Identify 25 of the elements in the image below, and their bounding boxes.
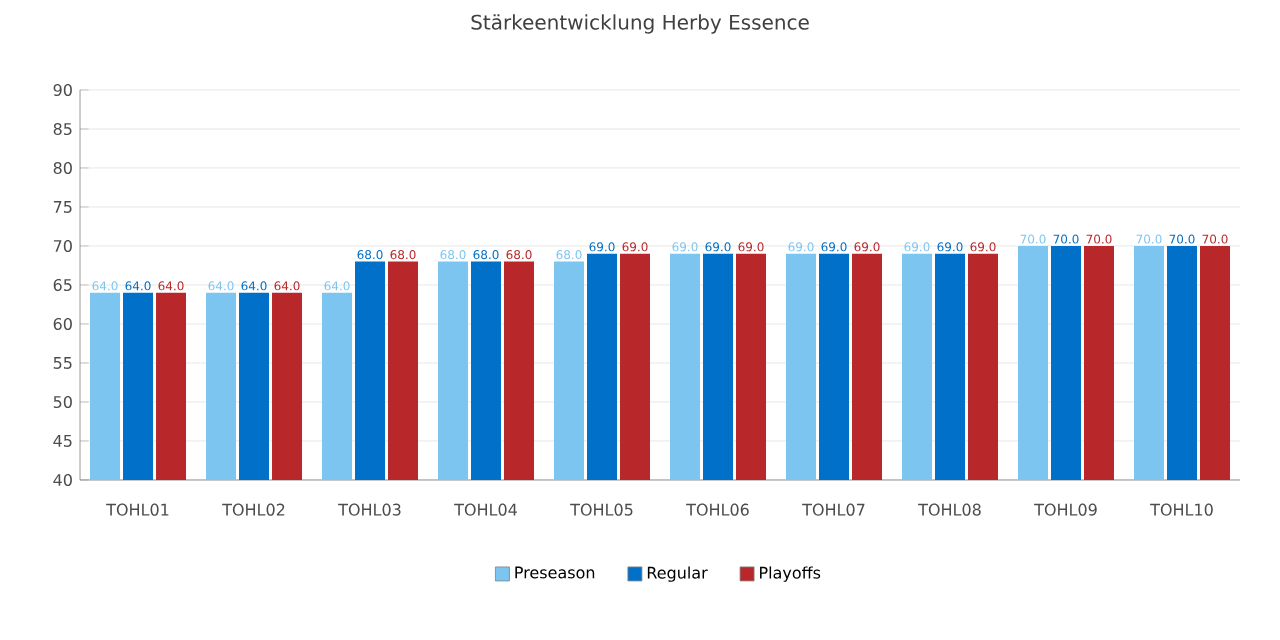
- x-tick-label: TOHL04: [454, 503, 517, 516]
- y-tick-label: 90: [53, 83, 72, 97]
- y-tick-label: 70: [53, 239, 72, 253]
- x-tick-label: TOHL05: [570, 503, 633, 516]
- chart-title: Stärkeentwicklung Herby Essence: [471, 14, 809, 34]
- x-tick-label: TOHL01: [106, 503, 169, 516]
- y-tick-label: 85: [53, 122, 72, 136]
- y-tick-label: 80: [53, 161, 72, 175]
- x-tick-label: TOHL08: [918, 503, 981, 516]
- y-tick-label: 40: [53, 473, 72, 487]
- y-tick-label: 60: [53, 317, 72, 331]
- x-tick-label: TOHL10: [1150, 503, 1213, 516]
- x-tick-label: TOHL09: [1034, 503, 1097, 516]
- legend-label: Playoffs: [760, 566, 821, 582]
- legend-label: Regular: [647, 566, 708, 582]
- legend-label: Preseason: [515, 566, 595, 579]
- y-tick-label: 55: [53, 357, 72, 369]
- x-tick-label: TOHL03: [338, 503, 401, 516]
- y-tick-label: 45: [53, 435, 72, 447]
- x-tick-label: TOHL07: [802, 503, 865, 516]
- x-tick-label: TOHL06: [686, 503, 749, 516]
- y-tick-label: 50: [53, 395, 72, 409]
- x-tick-label: TOHL02: [222, 503, 285, 516]
- y-tick-label: 75: [53, 201, 72, 213]
- y-tick-label: 65: [53, 278, 72, 292]
